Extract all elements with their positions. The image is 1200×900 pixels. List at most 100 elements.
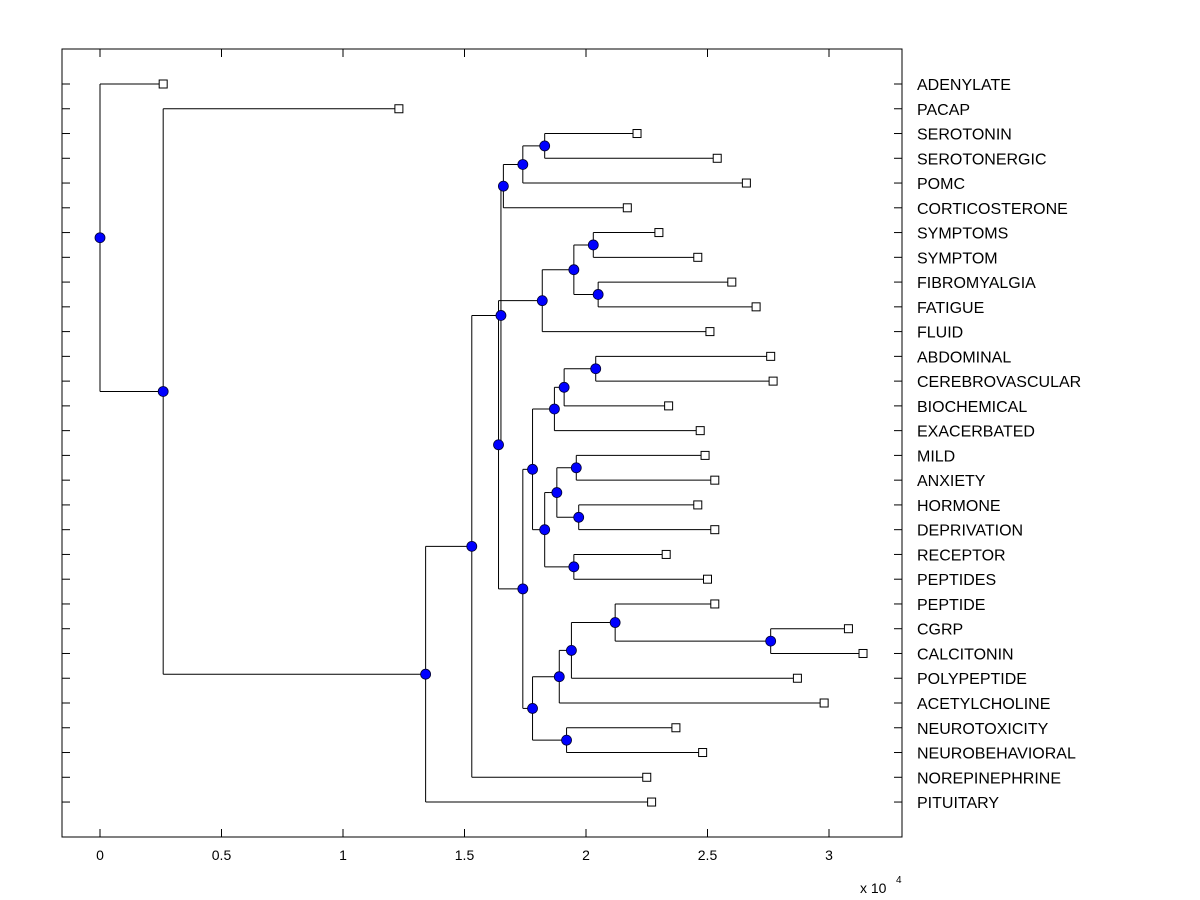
leaf-label: CEREBROVASCULAR	[917, 374, 1081, 391]
leaf-marker	[792, 673, 802, 683]
merge-node	[566, 644, 577, 656]
leaf-label: SEROTONIN	[917, 127, 1012, 144]
merge-node	[609, 617, 621, 628]
leaf-label: SYMPTOMS	[917, 226, 1008, 243]
leaf-marker	[647, 797, 657, 807]
leaf-label: PACAP	[917, 102, 970, 119]
y-axis-ticks	[62, 83, 902, 803]
leaf-marker	[693, 500, 703, 510]
x-tick-label: 0.5	[212, 847, 232, 863]
leaf-marker	[710, 599, 720, 609]
leaf-label: RECEPTOR	[917, 547, 1006, 564]
leaf-label: HORMONE	[917, 498, 1001, 515]
tree-nodes	[94, 140, 777, 746]
x-tick-label: 1	[339, 847, 347, 863]
leaf-marker	[654, 228, 664, 238]
leaf-label: FLUID	[917, 325, 963, 342]
merge-node	[517, 159, 529, 170]
leaf-labels: ADENYLATE PACAP SEROTONIN SEROTONERGIC POMC C…	[917, 77, 1081, 812]
merge-node	[539, 140, 551, 152]
merge-node	[553, 671, 565, 683]
leaf-marker	[768, 376, 778, 386]
merge-node	[466, 540, 478, 552]
merge-node	[493, 439, 504, 451]
leaf-label: DEPRIVATION	[917, 523, 1023, 540]
x-tick-label: 2	[582, 847, 590, 863]
leaf-marker	[394, 104, 404, 114]
plot-area	[61, 48, 903, 838]
leaf-marker	[671, 723, 681, 733]
leaf-marker	[622, 203, 632, 213]
leaf-label: SEROTONERGIC	[917, 151, 1047, 168]
leaf-label: POMC	[917, 176, 965, 193]
leaf-marker	[710, 475, 720, 485]
merge-node	[495, 310, 507, 321]
merge-node	[549, 403, 560, 415]
merge-node	[551, 487, 563, 498]
x-scale-exponent: 4	[896, 875, 902, 886]
merge-node	[527, 463, 538, 475]
leaf-marker	[632, 129, 642, 139]
x-axis-ticks: 0 0.5 1 1.5 2 2.5 3	[96, 49, 833, 863]
merge-node	[517, 583, 529, 595]
merge-node	[527, 703, 538, 714]
merge-node	[558, 381, 570, 393]
leaf-marker	[695, 426, 705, 436]
leaf-label: EXACERBATED	[917, 424, 1035, 441]
leaf-marker	[712, 153, 722, 163]
leaf-label: ACETYLCHOLINE	[917, 696, 1050, 713]
leaf-label: PITUITARY	[917, 795, 999, 812]
merge-node	[497, 180, 509, 192]
leaf-marker	[703, 574, 712, 584]
leaf-marker	[158, 79, 168, 89]
leaf-label: CORTICOSTERONE	[917, 201, 1068, 218]
merge-node	[573, 511, 585, 523]
merge-node	[157, 386, 169, 397]
merge-node	[94, 232, 106, 244]
merge-node	[587, 239, 599, 251]
leaf-label: NEUROTOXICITY	[917, 721, 1049, 738]
merge-node	[539, 524, 551, 536]
x-tick-label: 3	[825, 847, 833, 863]
tree-links	[99, 83, 864, 803]
x-tick-label: 2.5	[698, 847, 718, 863]
merge-node	[568, 264, 580, 276]
leaf-marker	[661, 549, 671, 559]
merge-node	[536, 295, 548, 307]
leaf-marker	[693, 252, 703, 262]
leaf-marker	[698, 748, 708, 758]
leaf-marker	[858, 648, 868, 658]
leaf-label: CGRP	[917, 622, 963, 639]
merge-node	[568, 561, 580, 573]
leaf-label: MILD	[917, 448, 955, 465]
leaf-label: FIBROMYALGIA	[917, 275, 1036, 292]
leaf-label: SYMPTOM	[917, 250, 998, 267]
leaf-marker	[700, 450, 710, 460]
merge-node	[420, 668, 432, 680]
leaf-label: PEPTIDE	[917, 597, 985, 614]
leaf-label: ADENYLATE	[917, 77, 1011, 94]
leaf-marker	[705, 327, 715, 337]
merge-node	[570, 462, 582, 474]
leaf-marker	[710, 525, 720, 535]
leaf-marker	[819, 698, 829, 708]
leaf-marker	[751, 302, 761, 312]
x-tick-label: 1.5	[455, 847, 475, 863]
leaf-label: BIOCHEMICAL	[917, 399, 1027, 416]
leaf-marker	[664, 401, 674, 411]
x-tick-label: 0	[96, 847, 104, 863]
leaf-marker	[741, 178, 751, 188]
merge-node	[592, 289, 604, 300]
leaf-marker	[766, 351, 776, 361]
leaf-label: ABDOMINAL	[917, 349, 1011, 366]
merge-node	[590, 363, 602, 375]
leaf-label: PEPTIDES	[917, 572, 996, 589]
leaf-marker	[642, 772, 652, 782]
leaf-label: NEUROBEHAVIORAL	[917, 746, 1076, 763]
leaf-label: ANXIETY	[917, 473, 986, 490]
leaf-label: FATIGUE	[917, 300, 984, 317]
merge-node	[765, 635, 777, 647]
leaf-label: NOREPINEPHRINE	[917, 770, 1061, 787]
leaf-marker	[727, 277, 737, 287]
